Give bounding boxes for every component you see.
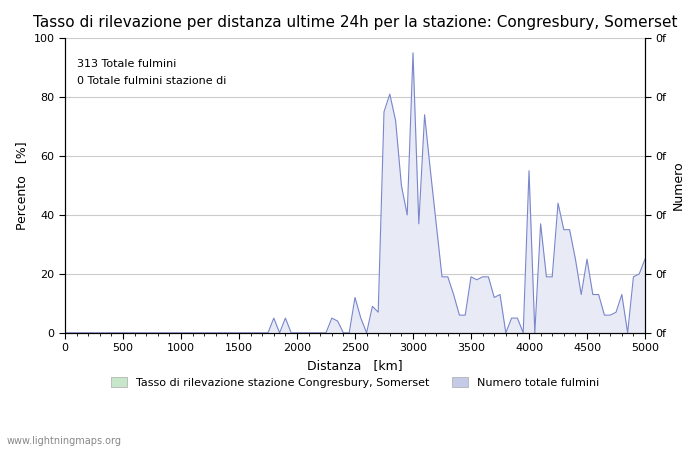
- Y-axis label: Percento   [%]: Percento [%]: [15, 141, 28, 230]
- Title: Tasso di rilevazione per distanza ultime 24h per la stazione: Congresbury, Somer: Tasso di rilevazione per distanza ultime…: [33, 15, 678, 30]
- X-axis label: Distanza   [km]: Distanza [km]: [307, 359, 402, 372]
- Text: 313 Totale fulmini: 313 Totale fulmini: [76, 59, 176, 69]
- Text: 0 Totale fulmini stazione di: 0 Totale fulmini stazione di: [76, 76, 226, 86]
- Y-axis label: Numero: Numero: [672, 161, 685, 210]
- Legend: Tasso di rilevazione stazione Congresbury, Somerset, Numero totale fulmini: Tasso di rilevazione stazione Congresbur…: [106, 373, 604, 392]
- Text: www.lightningmaps.org: www.lightningmaps.org: [7, 436, 122, 446]
